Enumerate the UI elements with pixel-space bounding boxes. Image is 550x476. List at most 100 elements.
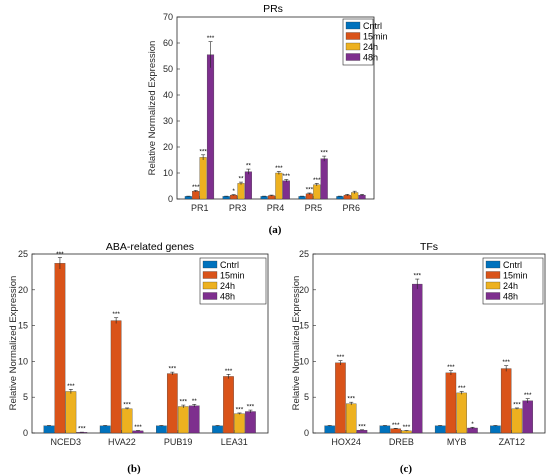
- caption-c: (c): [400, 463, 413, 475]
- significance-label: ***: [169, 366, 177, 373]
- significance-label: *: [471, 421, 474, 428]
- significance-label: ***: [207, 35, 215, 42]
- significance-label: ***: [306, 187, 314, 194]
- y-tick-label: 25: [299, 249, 309, 259]
- x-tick-label: PR1: [191, 203, 209, 213]
- bar-15min: [500, 368, 512, 434]
- x-tick-label: MYB: [447, 437, 467, 447]
- significance-label: ***: [192, 184, 200, 191]
- chart-title: PRs: [263, 3, 283, 15]
- significance-label: ***: [112, 311, 120, 318]
- y-tick-label: 15: [18, 321, 28, 331]
- significance-label: ***: [524, 392, 532, 399]
- caption-b: (b): [127, 463, 141, 475]
- x-tick-label: HVA22: [108, 437, 136, 447]
- y-tick-label: 30: [163, 116, 173, 126]
- chart-1: 0 5 10 15 20 25 ABA-related genes Relative Norm…: [8, 241, 269, 447]
- y-tick-label: 25: [18, 249, 28, 259]
- bar-48h: [467, 427, 478, 434]
- y-tick-label: 10: [18, 356, 28, 366]
- significance-label: **: [192, 398, 198, 405]
- significance-label: ***: [56, 251, 64, 258]
- significance-label: ***: [275, 165, 283, 172]
- bar-24h: [237, 183, 245, 200]
- legend-swatch-48h: [345, 53, 361, 61]
- y-tick-label: 70: [163, 12, 173, 22]
- bar-15min: [54, 263, 66, 434]
- legend-label: 15min: [363, 32, 388, 42]
- legend-swatch-15min: [345, 32, 361, 40]
- bar-15min: [192, 191, 200, 200]
- bar-Cntrl: [336, 196, 344, 200]
- significance-label: ***: [313, 177, 321, 184]
- y-tick-label: 20: [163, 142, 173, 152]
- y-tick-label: 5: [23, 392, 28, 402]
- legend-swatch-24h: [345, 42, 361, 51]
- y-tick-label: 0: [23, 428, 28, 438]
- significance-label: ***: [358, 423, 366, 430]
- x-tick-label: ZAT12: [499, 437, 525, 447]
- bar-24h: [275, 172, 283, 200]
- legend-swatch-Cntrl: [485, 260, 501, 269]
- x-tick-label: DREB: [389, 437, 414, 447]
- significance-label: ***: [447, 364, 455, 371]
- caption-a-text: (a): [269, 224, 282, 236]
- legend-label: 24h: [503, 281, 518, 291]
- bar-Cntrl: [324, 425, 335, 434]
- x-tick-label: PR3: [229, 203, 247, 213]
- y-tick-label: 15: [299, 321, 309, 331]
- x-tick-label: PUB19: [164, 437, 193, 447]
- bar-Cntrl: [99, 425, 111, 434]
- significance-label: ***: [502, 359, 510, 366]
- significance-label: *: [232, 188, 235, 195]
- y-tick-label: 20: [299, 285, 309, 295]
- bar-Cntrl: [434, 425, 446, 434]
- bar-24h: [456, 392, 467, 434]
- bar-Cntrl: [298, 196, 306, 200]
- bar-15min: [335, 362, 346, 434]
- bar-15min: [223, 376, 234, 434]
- bar-24h: [234, 413, 245, 434]
- legend-swatch-15min: [485, 271, 501, 279]
- legend-label: Cntrl: [220, 260, 239, 270]
- significance-label: **: [238, 176, 244, 183]
- bar-48h: [245, 411, 256, 434]
- bar-24h: [121, 408, 133, 434]
- bar-Cntrl: [490, 425, 501, 434]
- bar-48h: [188, 405, 200, 434]
- significance-label: ***: [225, 368, 233, 375]
- significance-label: ***: [320, 150, 328, 157]
- legend-swatch-48h: [202, 292, 218, 300]
- y-tick-label: 20: [18, 285, 28, 295]
- significance-label: ***: [392, 422, 400, 429]
- bar-Cntrl: [212, 425, 223, 434]
- bar-48h: [320, 158, 328, 200]
- y-axis-label: Relative Normalized Expression: [8, 276, 19, 411]
- significance-label: ***: [458, 385, 466, 392]
- y-tick-label: 40: [163, 90, 173, 100]
- bar-48h: [522, 400, 533, 434]
- bar-48h: [206, 54, 215, 200]
- bar-24h: [313, 184, 321, 200]
- y-tick-label: 10: [299, 356, 309, 366]
- bar-48h: [356, 429, 368, 434]
- bar-Cntrl: [222, 196, 230, 200]
- legend-label: Cntrl: [363, 21, 382, 31]
- significance-label: ***: [236, 406, 244, 413]
- significance-label: **: [246, 163, 252, 170]
- legend-label: 24h: [220, 281, 235, 291]
- significance-label: ***: [78, 426, 86, 433]
- bar-15min: [166, 373, 178, 434]
- y-tick-label: 0: [304, 428, 309, 438]
- bar-15min: [230, 194, 238, 200]
- caption-a: (a): [269, 224, 282, 236]
- chart-title: TFs: [420, 241, 438, 253]
- bar-24h: [511, 408, 523, 434]
- significance-label: ***: [134, 424, 142, 431]
- x-tick-label: NCED3: [50, 437, 81, 447]
- legend-swatch-Cntrl: [202, 260, 218, 269]
- legend-label: Cntrl: [503, 260, 522, 270]
- legend-label: 15min: [503, 271, 528, 281]
- significance-label: ***: [513, 401, 521, 408]
